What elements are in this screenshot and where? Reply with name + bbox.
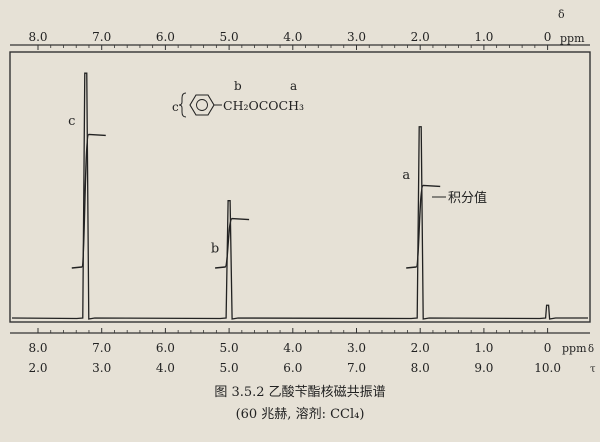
- top-tick-label: 8.0: [28, 30, 47, 44]
- bottom-tau-tick-label: 5.0: [220, 361, 239, 375]
- peak-label: b: [211, 242, 219, 257]
- peak-label-group: c b a: [68, 114, 410, 257]
- top-tick-label: 6.0: [156, 30, 175, 44]
- structure-label-a: a: [290, 79, 297, 93]
- bottom-delta-tick-label: 2.0: [411, 341, 430, 355]
- structure-ring-label: c: [172, 100, 179, 114]
- bottom-tau-tick-label: 2.0: [28, 361, 47, 375]
- top-delta-symbol: δ: [558, 8, 565, 21]
- bottom-delta-symbol: δ: [588, 344, 594, 355]
- integral-step: [406, 184, 441, 269]
- integral-step: [215, 217, 250, 269]
- top-tick-group: 8.0 7.0 6.0 5.0 4.0 3.0 2.0 1.0 0: [28, 30, 551, 50]
- bottom-tick-group: 8.0 2.0 7.0 3.0 6.0 4.0 5.0 5.0 4.0 6.0 3.0 7.0 2.0 8…: [28, 328, 561, 375]
- top-tick-label: 2.0: [411, 30, 430, 44]
- bottom-tau-tick-label: 9.0: [474, 361, 493, 375]
- integral-annotation: 积分值: [448, 190, 487, 206]
- bottom-tau-tick-label: 7.0: [347, 361, 366, 375]
- bottom-delta-tick-label: 4.0: [283, 341, 302, 355]
- bottom-unit-label: ppm: [562, 342, 587, 355]
- bottom-delta-tick-label: 0: [544, 341, 552, 355]
- bottom-tau-symbol: τ: [590, 364, 596, 375]
- structure-formula-text: CH₂OCOCH₃: [223, 98, 304, 113]
- top-tick-label: 5.0: [220, 30, 239, 44]
- caption-line-2: (60 兆赫, 溶剂: CCl₄): [235, 407, 365, 422]
- bottom-delta-tick-label: 6.0: [156, 341, 175, 355]
- top-tick-label: 1.0: [474, 30, 493, 44]
- structure-bracket: [178, 92, 187, 118]
- figure-caption: 图 3.5.2 乙酸苄酯核磁共振谱 (60 兆赫, 溶剂: CCl₄): [0, 382, 600, 426]
- bottom-delta-tick-label: 1.0: [474, 341, 493, 355]
- top-unit-label: ppm: [560, 32, 585, 45]
- peak-label: c: [68, 114, 75, 129]
- benzene-ring-icon: [189, 94, 215, 116]
- bottom-delta-tick-label: 8.0: [28, 341, 47, 355]
- peak-label: a: [402, 168, 410, 183]
- plot-frame: [9, 51, 591, 323]
- bottom-tau-tick-label: 8.0: [411, 361, 430, 375]
- nmr-spectrum-chart: δ ppm ppm δ τ 8.0 7.0 6.0 5.0 4.0 3.0 2.0 1.0 0 …: [9, 8, 596, 375]
- top-tick-label: 0: [544, 30, 552, 44]
- integral-step: [71, 133, 106, 269]
- bottom-tau-tick-label: 3.0: [92, 361, 111, 375]
- top-tick-label: 3.0: [347, 30, 366, 44]
- bottom-tau-tick-label: 6.0: [283, 361, 302, 375]
- benzene-ring-circle-icon: [196, 99, 208, 111]
- bottom-delta-tick-label: 5.0: [220, 341, 239, 355]
- top-tick-label: 7.0: [92, 30, 111, 44]
- bottom-delta-tick-label: 3.0: [347, 341, 366, 355]
- caption-line-1: 图 3.5.2 乙酸苄酯核磁共振谱: [214, 385, 386, 400]
- top-tick-label: 4.0: [283, 30, 302, 44]
- bottom-tau-tick-label: 4.0: [156, 361, 175, 375]
- spectrum-line: [11, 72, 588, 320]
- bottom-tau-tick-label: 10.0: [534, 361, 561, 375]
- structure-formula: c CH₂OCOCH₃ b a: [172, 79, 304, 118]
- integral-group: [71, 133, 441, 269]
- bottom-delta-tick-label: 7.0: [92, 341, 111, 355]
- structure-label-b: b: [234, 79, 242, 93]
